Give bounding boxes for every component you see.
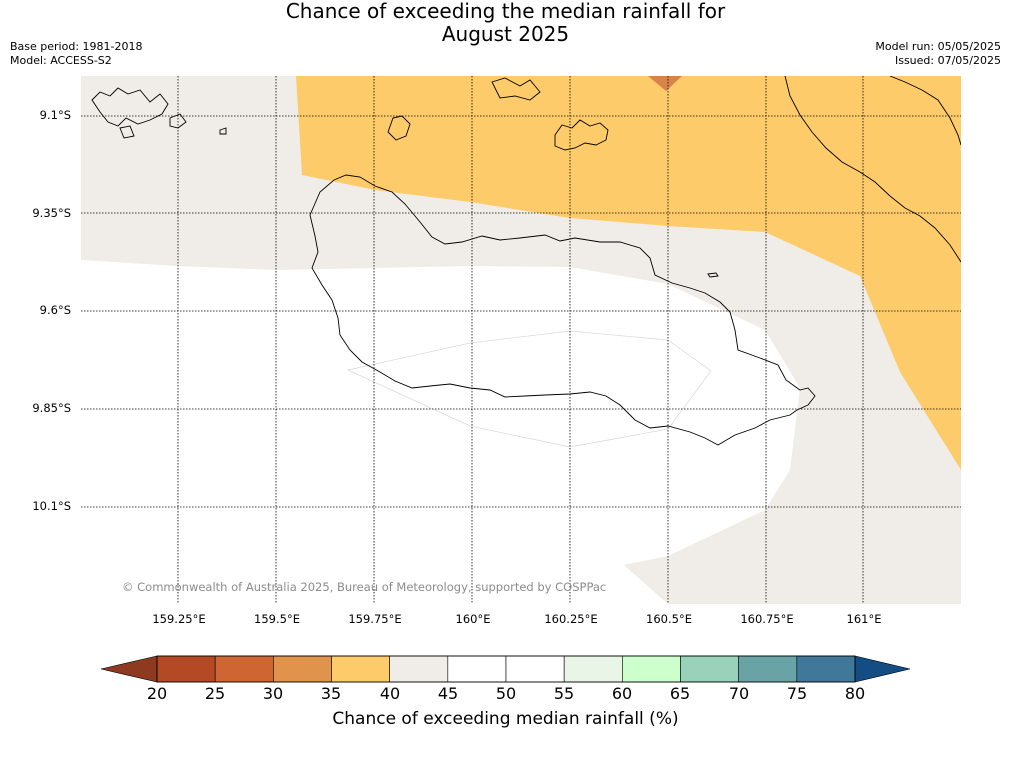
colorbar-segment (389, 655, 449, 683)
lat-label-9-1: 9.1°S (39, 108, 71, 122)
island-malaita-west (889, 76, 961, 146)
island-florida (554, 119, 609, 151)
island-west-small-1 (169, 113, 187, 129)
lon-label-159-5: 159.5°E (254, 612, 300, 626)
colorbar-segment (680, 655, 739, 683)
title-line-2: August 2025 (441, 22, 570, 46)
island-new-georgia-group (91, 87, 169, 127)
zone-35-40 (296, 76, 961, 470)
lon-label-160-25: 160.25°E (544, 612, 598, 626)
colorbar-segment (796, 655, 856, 683)
colorbar-under-arrow (100, 655, 158, 683)
cb-tick-50: 50 (495, 684, 517, 703)
cb-tick-20: 20 (146, 684, 168, 703)
colorbar-segment (273, 655, 332, 683)
island-north-reef (491, 77, 541, 101)
cb-tick-35: 35 (320, 684, 342, 703)
model-name: Model: ACCESS-S2 (10, 54, 112, 67)
colorbar-frame (156, 655, 856, 683)
graticule (81, 76, 961, 604)
mesh-outline (346, 330, 712, 448)
base-period: Base period: 1981-2018 (10, 40, 143, 53)
island-malaita (784, 76, 961, 263)
lon-label-161: 161°E (846, 612, 882, 626)
lon-label-160-75: 160.75°E (740, 612, 794, 626)
cb-tick-40: 40 (379, 684, 401, 703)
island-west-small-2 (219, 127, 227, 135)
island-west-small-3 (119, 125, 135, 139)
meta-right: Model run: 05/05/2025 Issued: 07/05/2025 (875, 40, 1001, 68)
lon-label-159-75: 159.75°E (348, 612, 402, 626)
colorbar-over-arrow (854, 655, 911, 683)
colorbar-segment (214, 655, 274, 683)
zone-30-35 (648, 76, 682, 91)
lat-label-9-85: 9.85°S (32, 401, 71, 415)
lon-label-160-5: 160.5°E (646, 612, 692, 626)
lat-label-10-1: 10.1°S (32, 499, 71, 513)
colorbar-segment (505, 655, 565, 683)
map-plot-area (81, 76, 961, 604)
cb-tick-70: 70 (728, 684, 750, 703)
lat-label-9-6: 9.6°S (39, 303, 71, 317)
cb-tick-45: 45 (437, 684, 459, 703)
coastlines (91, 76, 961, 446)
lon-label-159-25: 159.25°E (152, 612, 206, 626)
colorbar-segments (156, 655, 856, 683)
colorbar-segment (156, 655, 216, 683)
cb-tick-60: 60 (611, 684, 633, 703)
cb-tick-25: 25 (204, 684, 226, 703)
chart-title: Chance of exceeding the median rainfall … (0, 0, 1011, 46)
model-run: Model run: 05/05/2025 (875, 40, 1001, 53)
cb-tick-55: 55 (553, 684, 575, 703)
meta-left: Base period: 1981-2018 Model: ACCESS-S2 (10, 40, 142, 68)
colorbar-label: Chance of exceeding median rainfall (%) (332, 709, 679, 729)
colorbar-segment (447, 655, 507, 683)
title-line-1: Chance of exceeding the median rainfall … (285, 0, 726, 23)
island-guadalcanal (309, 174, 816, 446)
issued-date: Issued: 07/05/2025 (894, 54, 1001, 67)
copyright-notice: © Commonwealth of Australia 2025, Bureau… (122, 580, 607, 594)
lon-label-160: 160°E (455, 612, 491, 626)
lat-label-9-35: 9.35°S (32, 206, 71, 220)
island-russell-small (707, 272, 719, 278)
cb-tick-65: 65 (669, 684, 691, 703)
cb-tick-75: 75 (786, 684, 808, 703)
colorbar (100, 655, 911, 683)
colorbar-segment (331, 655, 390, 683)
colorbar-segment (738, 655, 798, 683)
colorbar-segment (622, 655, 681, 683)
cb-tick-30: 30 (262, 684, 284, 703)
cb-tick-80: 80 (844, 684, 866, 703)
colorbar-segment (563, 655, 623, 683)
